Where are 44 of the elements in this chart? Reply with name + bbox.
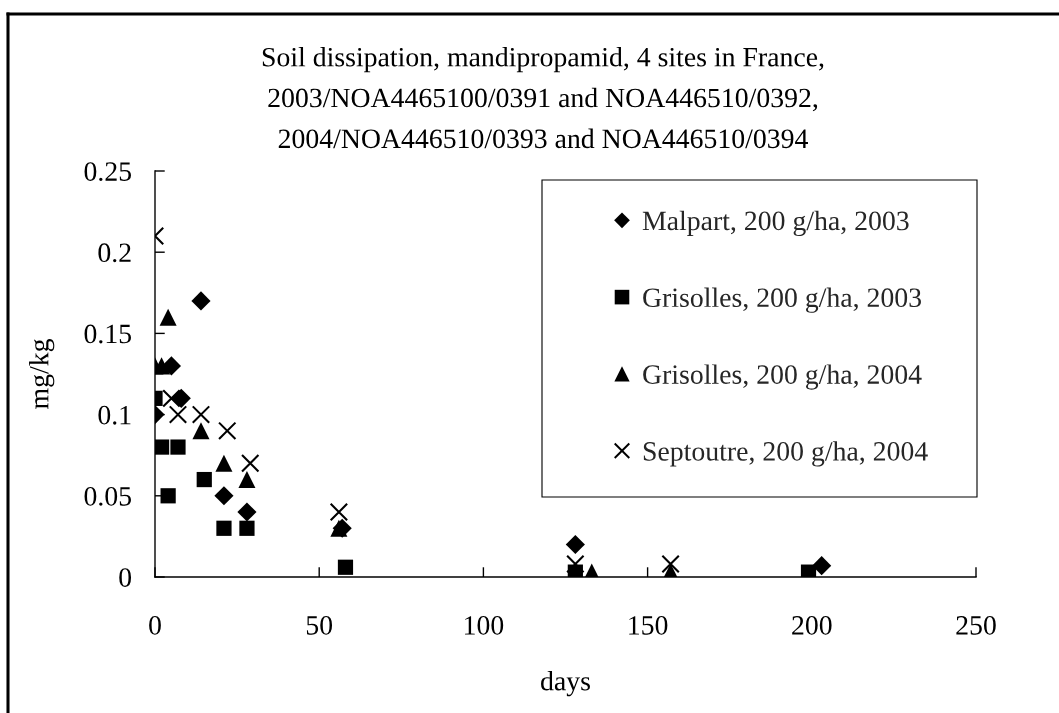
point <box>170 439 186 455</box>
legend-label: Grisolles, 200 g/ha, 2004 <box>643 364 922 390</box>
point <box>329 502 349 522</box>
point <box>216 520 232 536</box>
point <box>155 357 171 375</box>
x-tick-label: 200 <box>792 616 832 635</box>
y-tick-label: 0.2 <box>98 243 131 263</box>
point <box>196 471 212 488</box>
point <box>337 559 354 575</box>
x-axis-title: days <box>541 670 590 697</box>
x-tick-label: 100 <box>465 616 504 635</box>
x-tick-label: 0 <box>149 616 161 635</box>
y-tick-label: 0.1 <box>98 405 131 425</box>
point <box>812 556 832 576</box>
point <box>214 486 234 506</box>
legend-label: Grisolles, 200 g/ha, 2003 <box>643 287 921 313</box>
point <box>192 422 210 440</box>
point <box>237 502 257 522</box>
legend-label: Septoutre, 200 g/ha, 2004 <box>643 441 928 467</box>
point <box>330 519 348 537</box>
legend-label: Malpart, 200 g/ha, 2003 <box>642 210 909 236</box>
point <box>155 439 170 455</box>
y-tick-label: 0.05 <box>84 486 131 506</box>
y-tick-label: 0.15 <box>84 324 131 344</box>
chart-title: Soil dissipation, mandipropamid, 4 sites in France, 2003/NOA4465100/0391 and NOA446510/0392, 2004/NOA446510/0393 and NOA446510/0394 <box>262 47 824 149</box>
point <box>168 405 188 424</box>
point <box>162 389 181 408</box>
y-tick-label: 0 <box>119 568 132 587</box>
point <box>239 520 255 536</box>
x-tick-label: 50 <box>306 616 333 635</box>
point <box>159 308 177 326</box>
y-axis-title: mg/kg <box>29 339 55 409</box>
point <box>160 488 176 504</box>
x-tick-label: 150 <box>629 616 668 635</box>
point <box>565 534 585 555</box>
point <box>240 454 260 473</box>
point <box>217 421 237 441</box>
point <box>661 554 680 574</box>
x-tick-label: 250 <box>956 616 996 635</box>
point <box>191 405 211 424</box>
point <box>215 454 233 472</box>
y-tick-label: 0.25 <box>84 162 131 182</box>
point <box>238 471 256 489</box>
point <box>191 291 211 311</box>
